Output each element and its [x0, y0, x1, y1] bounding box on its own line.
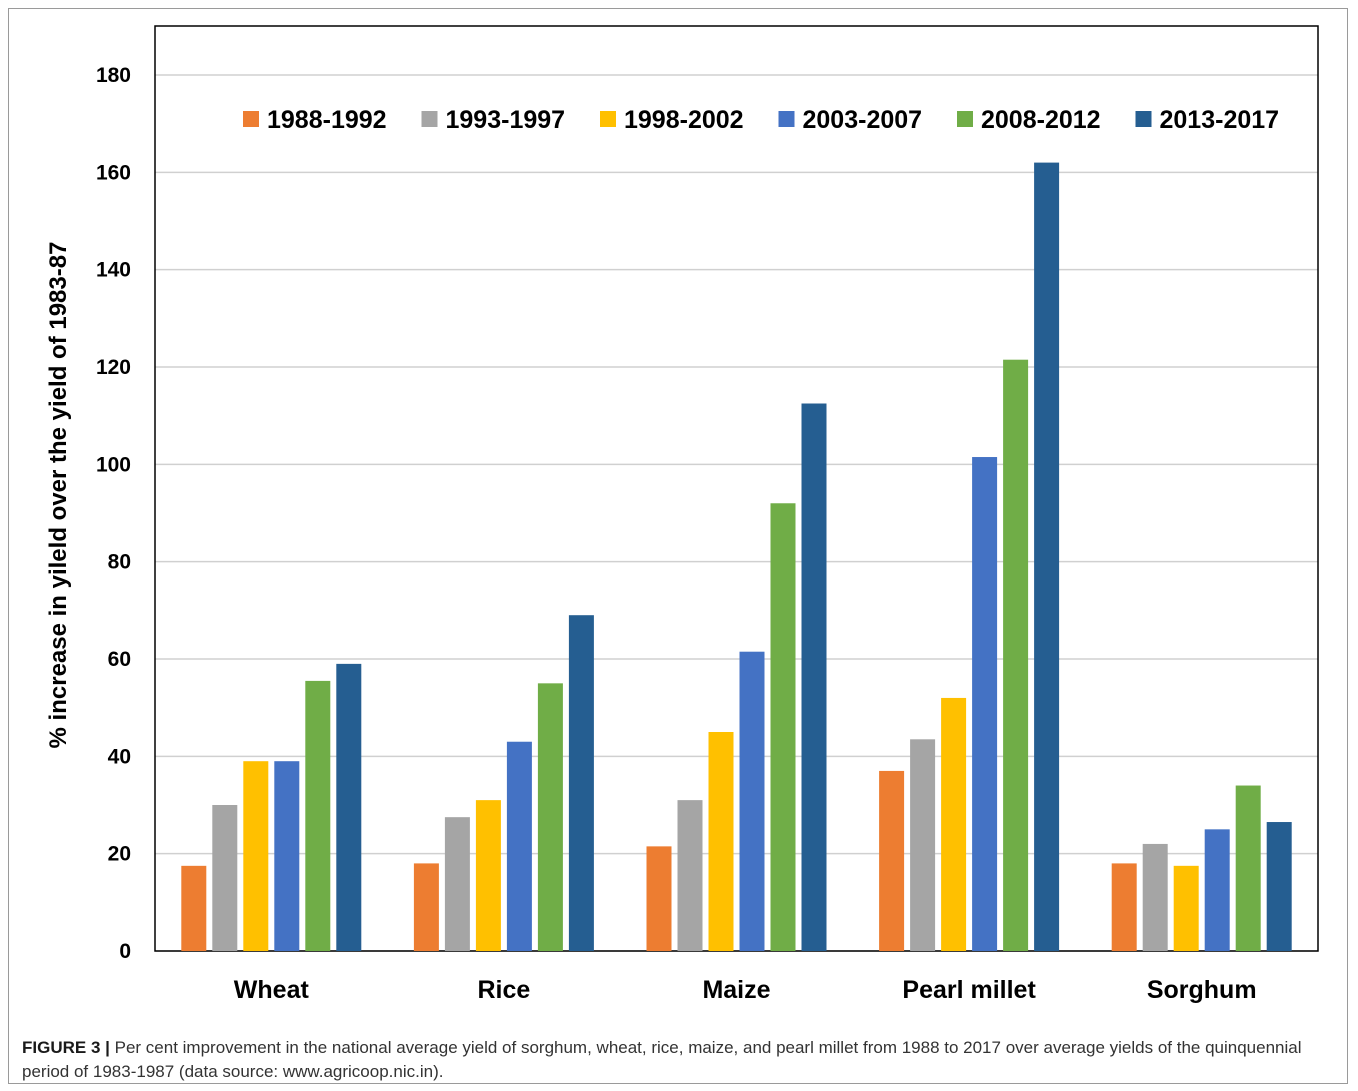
y-tick-label: 20 — [108, 843, 131, 866]
legend-label: 2003-2007 — [803, 106, 923, 134]
bar — [770, 503, 796, 951]
legend: 1988-1992 1993-1997 1998-2002 2003-2007 2008… — [243, 106, 1279, 134]
legend-swatch — [243, 111, 259, 127]
x-axis-categories: Wheat Rice Maize Pearl millet Sorghum — [234, 976, 1257, 1004]
bar — [1003, 359, 1029, 951]
bars — [181, 162, 1292, 952]
bar — [305, 680, 331, 951]
y-tick-label: 140 — [96, 259, 131, 282]
bar — [413, 863, 439, 951]
figure-label: FIGURE 3 | — [22, 1038, 110, 1057]
y-tick-label: 80 — [108, 551, 131, 574]
y-tick-label: 60 — [108, 648, 131, 671]
bar — [181, 865, 207, 951]
bar — [1235, 785, 1261, 951]
x-category-label: Sorghum — [1147, 976, 1257, 1004]
legend-swatch — [1135, 111, 1152, 127]
legend-swatch — [778, 111, 795, 127]
bar — [243, 761, 269, 951]
bar — [941, 697, 967, 951]
bar — [274, 761, 300, 951]
legend-swatch — [600, 111, 616, 127]
bar — [972, 457, 998, 951]
bar — [739, 651, 765, 951]
bar — [646, 846, 672, 951]
y-tick-label: 160 — [96, 161, 131, 184]
bar — [1111, 863, 1137, 951]
legend-label: 1993-1997 — [446, 106, 566, 134]
y-tick-label: 120 — [96, 356, 131, 379]
bar — [444, 817, 470, 951]
x-category-label: Maize — [702, 976, 770, 1004]
legend-label: 2008-2012 — [981, 106, 1101, 134]
bar — [537, 683, 563, 951]
legend-swatch — [957, 111, 973, 127]
bar — [1142, 843, 1168, 951]
y-axis-label: % increase in yileld over the yield of 1… — [45, 242, 72, 749]
legend-label: 2013-2017 — [1160, 106, 1280, 134]
bar — [677, 800, 703, 951]
bar — [879, 770, 905, 951]
bar — [1173, 865, 1199, 951]
y-axis-ticks: 0 20 40 60 80 100 120 140 160 180 — [96, 64, 131, 963]
legend-label: 1988-1992 — [267, 106, 387, 134]
bar — [336, 663, 362, 951]
bar-chart: 0 20 40 60 80 100 120 140 160 180 Wheat Rice Maize P… — [45, 25, 1319, 1004]
bar — [475, 800, 501, 951]
bar — [801, 403, 827, 951]
caption-text: Per cent improvement in the national ave… — [22, 1038, 1302, 1081]
bar — [1266, 822, 1292, 951]
x-category-label: Wheat — [234, 976, 310, 1004]
y-tick-label: 180 — [96, 64, 131, 87]
bar — [708, 732, 734, 951]
legend-label: 1998-2002 — [624, 106, 744, 134]
figure-caption: FIGURE 3 | Per cent improvement in the n… — [22, 1036, 1322, 1084]
y-tick-label: 40 — [108, 745, 131, 768]
legend-swatch — [421, 111, 438, 127]
bar — [506, 741, 532, 951]
bar — [568, 615, 594, 951]
bar — [212, 805, 238, 951]
plot-area-border — [154, 25, 1319, 952]
x-category-label: Pearl millet — [902, 976, 1036, 1004]
x-category-label: Rice — [477, 976, 530, 1004]
y-tick-label: 100 — [96, 453, 131, 476]
y-tick-label: 0 — [119, 940, 131, 963]
bar — [910, 739, 936, 951]
bar — [1204, 829, 1230, 951]
bar — [1034, 162, 1060, 952]
